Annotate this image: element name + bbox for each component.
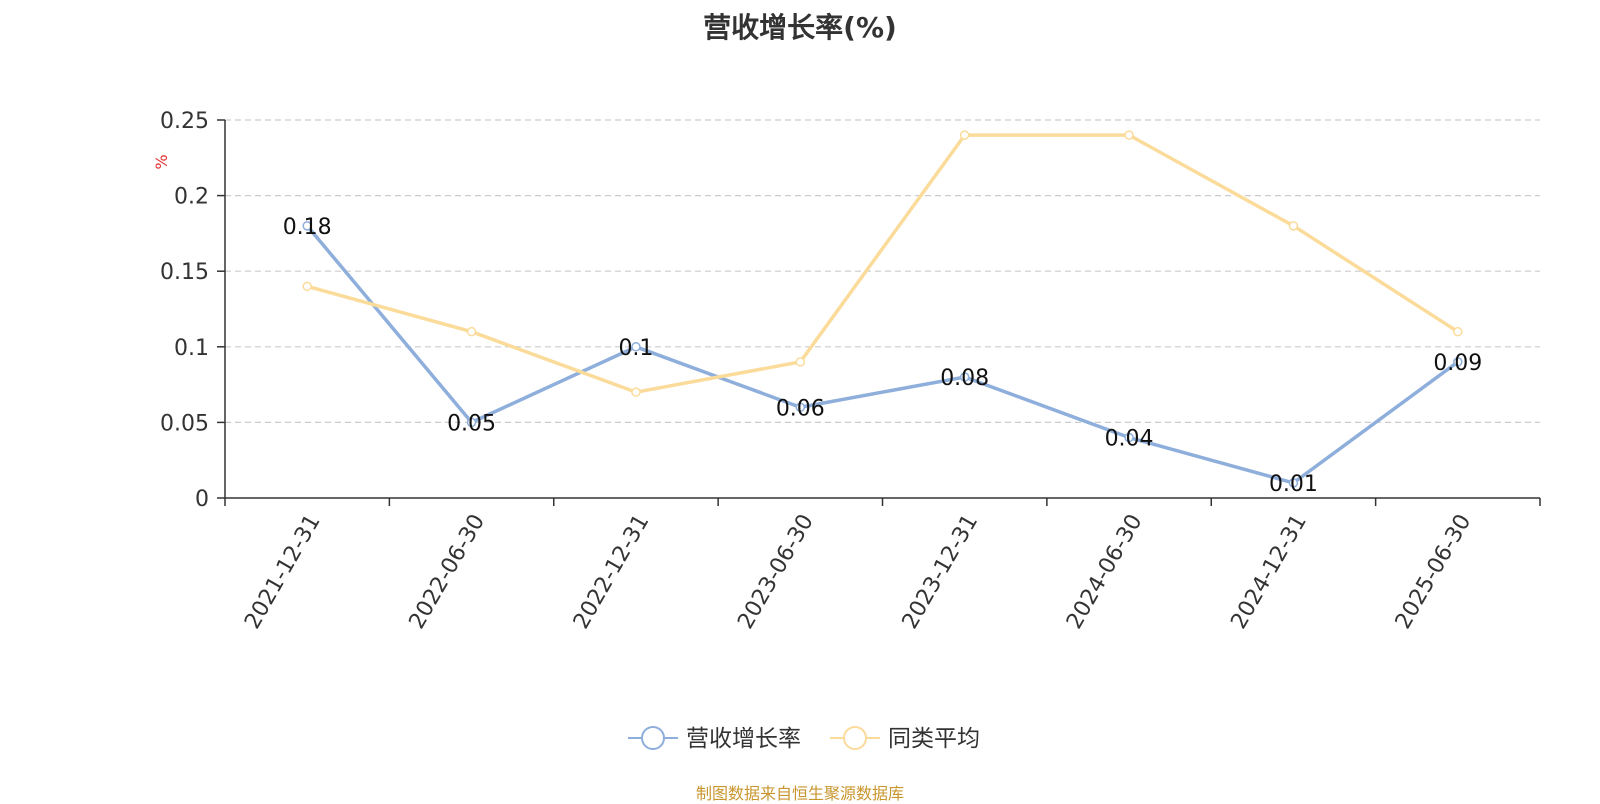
y-tick-label: 0.15: [160, 260, 209, 285]
series-line: [305, 224, 1459, 485]
data-label: 0.05: [447, 411, 496, 436]
x-tick-label: 2022-06-30: [405, 510, 491, 633]
data-point: [631, 387, 641, 397]
data-labels: 0.18 0.05 0.1 0.06 0.08 0.04 0.01 0.09: [283, 215, 1483, 497]
data-point: [1288, 221, 1299, 231]
axes: 0 0.05 0.1 0.15 0.2 0.25% 2021-12-31 2022-06-30…: [152, 109, 1541, 633]
data-point: [1288, 478, 1299, 488]
data-label: 0.08: [940, 366, 989, 391]
x-tick-label: 2022-12-31: [569, 510, 655, 633]
data-point: [631, 342, 641, 352]
chart-title: 营收增长率(%): [703, 11, 897, 44]
y-axis-label: %: [152, 154, 171, 169]
data-point: [1453, 357, 1463, 367]
legend-label: 营收增长率: [686, 726, 801, 752]
data-point: [466, 326, 477, 337]
data-label: 0.1: [618, 336, 653, 361]
data-label: 0.04: [1105, 427, 1154, 452]
data-label: 0.09: [1433, 351, 1482, 376]
data-point: [302, 221, 312, 231]
y-tick-label: 0.2: [174, 185, 209, 210]
legend-marker: [843, 726, 867, 750]
legend: 营收增长率 同类平均: [628, 726, 980, 752]
series-lines: [302, 130, 1463, 488]
x-tick-label: 2025-06-30: [1391, 510, 1477, 633]
data-point: [466, 417, 477, 428]
y-tick-label: 0.05: [160, 411, 209, 436]
data-point: [1124, 432, 1134, 443]
y-tick-label: 0.25: [160, 109, 209, 134]
data-point: [959, 130, 970, 140]
legend-label: 同类平均: [888, 726, 980, 752]
x-tick-label: 2023-12-31: [898, 510, 984, 633]
data-label: 0.06: [776, 396, 825, 421]
x-tick-label: 2024-12-31: [1226, 510, 1312, 633]
data-point: [302, 281, 312, 292]
x-tick-label: 2023-06-30: [733, 510, 819, 633]
data-label: 0.18: [283, 215, 332, 240]
data-point: [959, 372, 970, 382]
legend-marker: [641, 726, 665, 750]
x-tick-label: 2024-06-30: [1062, 510, 1148, 633]
data-point: [795, 357, 806, 367]
data-label: 0.01: [1269, 472, 1318, 497]
data-point: [795, 402, 806, 413]
y-tick-label: 0: [195, 487, 209, 512]
data-point: [1124, 130, 1134, 140]
data-point: [1453, 326, 1463, 337]
series-line: [306, 133, 1459, 394]
grid-lines: [225, 119, 1540, 423]
source-note: 制图数据来自恒生聚源数据库: [695, 784, 904, 803]
y-tick-label: 0.1: [174, 336, 209, 361]
x-tick-label: 2021-12-31: [240, 510, 326, 633]
